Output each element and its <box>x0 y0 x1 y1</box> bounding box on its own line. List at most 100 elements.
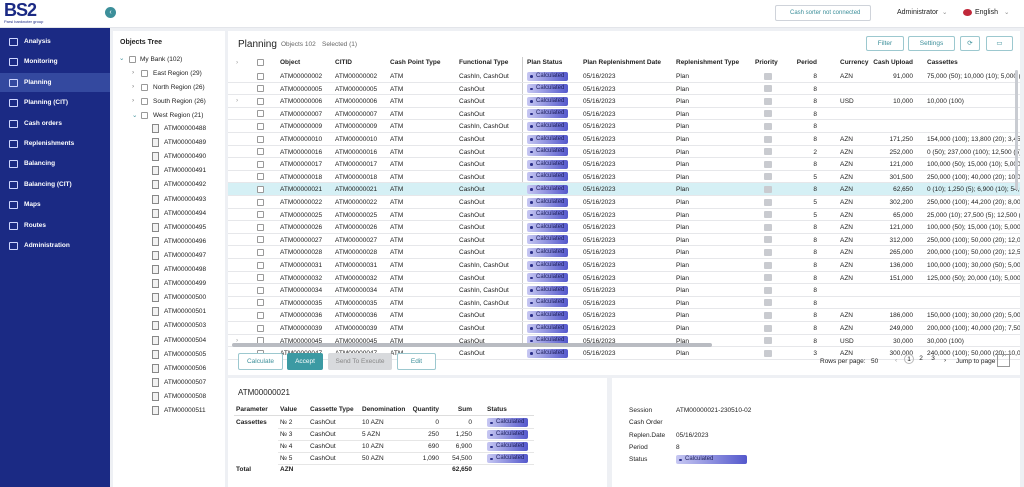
column-header[interactable]: Plan Replenishment Date <box>583 59 662 66</box>
tree-atm[interactable]: ATM00000493 <box>164 195 207 203</box>
column-header[interactable]: Cassettes <box>927 59 958 66</box>
table-row[interactable]: ATM00000018 ATM00000018 ATM CashOut Calculat… <box>228 171 1020 184</box>
page-number[interactable]: 2 <box>919 355 923 362</box>
collapse-button[interactable]: ‹ <box>105 7 116 18</box>
user-menu[interactable]: Administrator <box>897 9 939 16</box>
tree-region[interactable]: North Region (26) <box>153 84 205 91</box>
table-row[interactable]: ATM00000010 ATM00000010 ATM CashOut Calculat… <box>228 133 1020 146</box>
table-cell: Plan <box>676 73 690 80</box>
nav-item[interactable]: Monitoring <box>0 52 110 71</box>
table-row[interactable]: ATM00000026 ATM00000026 ATM CashOut Calculat… <box>228 221 1020 234</box>
nav-item[interactable]: Cash orders <box>0 114 110 133</box>
column-header[interactable]: Currency <box>840 59 869 66</box>
nav-item[interactable]: Routes <box>0 216 110 235</box>
table-row[interactable]: ATM00000031 ATM00000031 ATM CashIn, CashOut… <box>228 259 1020 272</box>
table-row[interactable]: ATM00000016 ATM00000016 ATM CashOut Calculat… <box>228 146 1020 159</box>
column-header[interactable]: CITID <box>335 59 352 66</box>
nav-item[interactable]: Balancing (CIT) <box>0 175 110 194</box>
action-button[interactable]: Calculate <box>238 353 283 370</box>
nav-item[interactable]: Planning (CIT) <box>0 93 110 112</box>
table-row[interactable]: ATM00000028 ATM00000028 ATM CashOut Calculat… <box>228 246 1020 259</box>
tree-atm[interactable]: ATM00000497 <box>164 251 207 259</box>
tree-atm[interactable]: ATM00000504 <box>164 336 207 344</box>
rows-per-page-label: Rows per page: <box>820 358 866 365</box>
table-row[interactable]: ATM00000009 ATM00000009 ATM CashIn, CashOut… <box>228 120 1020 133</box>
tree-region[interactable]: West Region (21) <box>153 112 204 119</box>
page-prev[interactable]: ‹ <box>895 357 898 364</box>
tree-atm[interactable]: ATM00000488 <box>164 125 207 132</box>
column-header[interactable]: Replenishment Type <box>676 59 740 66</box>
tree-region[interactable]: South Region (26) <box>153 98 206 105</box>
table-row[interactable]: ATM00000007 ATM00000007 ATM CashOut Calculat… <box>228 108 1020 121</box>
tree-atm[interactable]: ATM00000490 <box>164 153 207 161</box>
tree-atm[interactable]: ATM00000495 <box>164 223 207 231</box>
table-cell: 05/16/2023 <box>583 325 616 332</box>
table-row[interactable]: ATM00000021 ATM00000021 ATM CashOut Calculat… <box>228 183 1020 196</box>
tree-atm[interactable]: ATM00000491 <box>164 167 207 175</box>
tree-atm[interactable]: ATM00000511 <box>164 407 206 414</box>
nav-item[interactable]: Replenishments <box>0 134 110 153</box>
column-header[interactable]: Period <box>796 59 817 66</box>
table-row[interactable]: ATM00000025 ATM00000025 ATM CashOut Calculat… <box>228 209 1020 222</box>
table-row[interactable]: ATM00000032 ATM00000032 ATM CashOut Calculat… <box>228 272 1020 285</box>
tree-atm[interactable]: ATM00000501 <box>164 308 207 316</box>
table-row[interactable]: ATM00000002 ATM00000002 ATM CashIn, CashOut… <box>228 70 1020 83</box>
table-row[interactable]: ATM00000022 ATM00000022 ATM CashOut Calculat… <box>228 196 1020 209</box>
column-header[interactable]: Cash Point Type <box>390 59 441 66</box>
tree-atm[interactable]: ATM00000498 <box>164 266 207 273</box>
table-row[interactable]: ATM00000034 ATM00000034 ATM CashIn, CashOut… <box>228 284 1020 297</box>
print-button[interactable]: ▭ <box>986 36 1013 51</box>
refresh-button[interactable]: ⟳ <box>960 36 980 51</box>
page-next[interactable]: › <box>944 357 947 364</box>
tree-atm[interactable]: ATM00000489 <box>164 139 207 147</box>
tree-atm[interactable]: ATM00000499 <box>164 280 207 288</box>
table-row[interactable]: ATM00000035 ATM00000035 ATM CashIn, CashOut… <box>228 297 1020 310</box>
column-header[interactable]: Plan Status <box>527 59 563 66</box>
column-header[interactable]: Priority <box>755 59 778 66</box>
action-button[interactable]: Edit <box>397 353 436 370</box>
nav-item[interactable]: Analysis <box>0 32 110 51</box>
table-row[interactable]: ATM00000027 ATM00000027 ATM CashOut Calculat… <box>228 234 1020 247</box>
column-header[interactable]: Object <box>280 59 301 66</box>
tree-region[interactable]: East Region (29) <box>153 70 202 77</box>
table-cell: 154,000 (100); 13,800 (20); 3,450 <box>927 136 1020 143</box>
page-number[interactable]: 3 <box>931 355 935 362</box>
table-cell: Plan <box>676 186 690 194</box>
settings-button[interactable]: Settings <box>908 36 955 51</box>
tree-atm[interactable]: ATM00000492 <box>164 181 207 189</box>
column-header[interactable]: Cash Upload <box>873 59 913 66</box>
column-header[interactable]: Functional Type <box>459 59 509 66</box>
nav-item[interactable]: Administration <box>0 236 110 255</box>
table-row[interactable]: ATM00000005 ATM00000005 ATM CashOut Calculat… <box>228 83 1020 96</box>
table-cell: 240,000 (100); 50,000 (20); 10,000 <box>927 350 1020 358</box>
nav-item[interactable]: Balancing <box>0 154 110 173</box>
detail-cell: CashOut <box>310 443 336 450</box>
tree-atm[interactable]: ATM00000507 <box>164 378 207 386</box>
action-button[interactable]: Accept <box>287 353 323 370</box>
tree-atm[interactable]: ATM00000508 <box>164 392 207 400</box>
cash-sorter-status[interactable]: Cash sorter not connected <box>775 5 871 21</box>
nav-item[interactable]: Maps <box>0 195 110 214</box>
nav-item[interactable]: Planning <box>0 72 110 92</box>
table-cell: AZN <box>840 136 853 143</box>
tree-atm[interactable]: ATM00000505 <box>164 350 207 358</box>
plan-status: Calculated <box>527 71 569 81</box>
action-button[interactable]: Send To Execute <box>328 353 392 370</box>
table-row[interactable]: ATM00000036 ATM00000036 ATM CashOut Calculat… <box>228 309 1020 322</box>
table-row[interactable]: › ATM00000006 ATM00000006 ATM CashOut Calcula… <box>228 95 1020 108</box>
tree-atm[interactable]: ATM00000500 <box>164 294 207 302</box>
table-row[interactable]: ATM00000039 ATM00000039 ATM CashOut Calculat… <box>228 322 1020 335</box>
tree-atm[interactable]: ATM00000503 <box>164 322 207 330</box>
tree-atm[interactable]: ATM00000496 <box>164 237 207 245</box>
table-row[interactable]: ATM00000017 ATM00000017 ATM CashOut Calculat… <box>228 158 1020 171</box>
page-number[interactable]: 1 <box>904 354 914 364</box>
jump-input[interactable] <box>997 354 1010 367</box>
tree-atm[interactable]: ATM00000506 <box>164 364 207 372</box>
tree-atm[interactable]: ATM00000494 <box>164 209 207 217</box>
language-menu[interactable]: English <box>975 9 998 16</box>
table-cell: 8 <box>813 110 817 118</box>
table-cell: 05/16/2023 <box>583 123 616 131</box>
detail-cell: CashOut <box>310 431 336 438</box>
filter-button[interactable]: Filter <box>866 36 904 51</box>
rows-per-page[interactable]: 50 <box>871 358 879 365</box>
